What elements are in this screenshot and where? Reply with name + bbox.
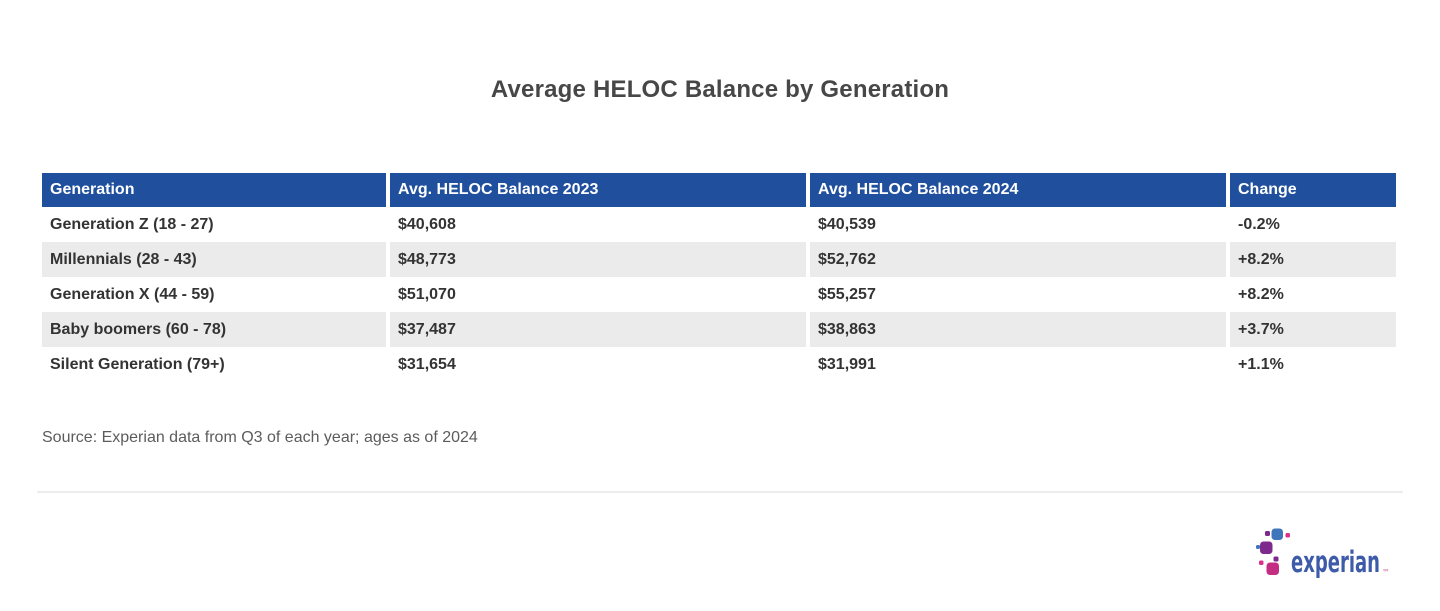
cell-balance-2024: $31,991 [806, 347, 1226, 382]
table-row: Baby boomers (60 - 78) $37,487 $38,863 +… [42, 312, 1396, 347]
cell-balance-2024: $38,863 [806, 312, 1226, 347]
table-header-row: Generation Avg. HELOC Balance 2023 Avg. … [42, 173, 1396, 207]
cell-balance-2024: $52,762 [806, 242, 1226, 277]
cell-generation: Generation Z (18 - 27) [42, 207, 386, 242]
col-header-change: Change [1226, 173, 1396, 207]
experian-wordmark: experian [1291, 545, 1380, 579]
cell-balance-2023: $40,608 [386, 207, 806, 242]
trademark-symbol: ™ [1382, 568, 1390, 577]
cell-change: +1.1% [1226, 347, 1396, 382]
page-title: Average HELOC Balance by Generation [490, 76, 950, 103]
cell-generation: Millennials (28 - 43) [42, 242, 386, 277]
col-header-balance-2024: Avg. HELOC Balance 2024 [806, 173, 1226, 207]
divider-line [37, 491, 1403, 493]
cell-generation: Baby boomers (60 - 78) [42, 312, 386, 347]
source-note: Source: Experian data from Q3 of each ye… [42, 429, 478, 446]
col-header-generation: Generation [42, 173, 386, 207]
cell-balance-2023: $37,487 [386, 312, 806, 347]
cell-change: +8.2% [1226, 277, 1396, 312]
table-row: Generation Z (18 - 27) $40,608 $40,539 -… [42, 207, 1396, 242]
cell-change: +3.7% [1226, 312, 1396, 347]
cell-balance-2024: $55,257 [806, 277, 1226, 312]
experian-logo: experian ™ [1256, 528, 1390, 579]
col-header-balance-2023: Avg. HELOC Balance 2023 [386, 173, 806, 207]
cell-change: +8.2% [1226, 242, 1396, 277]
table-row: Millennials (28 - 43) $48,773 $52,762 +8… [42, 242, 1396, 277]
table-row: Generation X (44 - 59) $51,070 $55,257 +… [42, 277, 1396, 312]
heloc-balance-table: Generation Avg. HELOC Balance 2023 Avg. … [42, 173, 1396, 382]
experian-logo-mark-icon [1256, 528, 1290, 575]
cell-generation: Silent Generation (79+) [42, 347, 386, 382]
cell-generation: Generation X (44 - 59) [42, 277, 386, 312]
cell-balance-2023: $48,773 [386, 242, 806, 277]
cell-balance-2024: $40,539 [806, 207, 1226, 242]
cell-balance-2023: $31,654 [386, 347, 806, 382]
table-row: Silent Generation (79+) $31,654 $31,991 … [42, 347, 1396, 382]
cell-change: -0.2% [1226, 207, 1396, 242]
cell-balance-2023: $51,070 [386, 277, 806, 312]
